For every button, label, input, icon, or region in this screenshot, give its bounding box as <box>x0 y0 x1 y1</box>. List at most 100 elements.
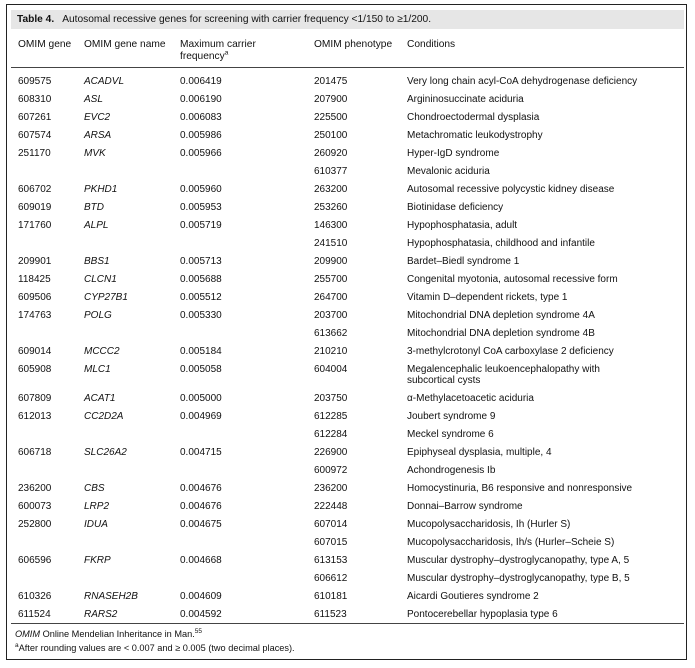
cell-condition: Muscular dystrophy–dystroglycanopathy, t… <box>407 555 630 566</box>
cell-max-frequency: 0.005953 <box>180 202 222 213</box>
cell-omim-gene: 607574 <box>18 130 52 141</box>
cell-max-frequency: 0.005688 <box>180 274 222 285</box>
cell-omim-phenotype: 207900 <box>314 94 348 105</box>
cell-omim-phenotype: 600972 <box>314 465 348 476</box>
cell-omim-phenotype: 241510 <box>314 238 348 249</box>
cell-max-frequency: 0.004668 <box>180 555 222 566</box>
cell-omim-phenotype: 222448 <box>314 501 348 512</box>
cell-gene-name: ACAT1 <box>84 393 116 404</box>
cell-omim-phenotype: 201475 <box>314 76 348 87</box>
cell-omim-gene: 606596 <box>18 555 52 566</box>
cell-omim-phenotype: 225500 <box>314 112 348 123</box>
cell-omim-phenotype: 209900 <box>314 256 348 267</box>
cell-omim-phenotype: 264700 <box>314 292 348 303</box>
cell-max-frequency: 0.005330 <box>180 310 222 321</box>
footnote-a-text: After rounding values are < 0.007 and ≥ … <box>18 643 295 653</box>
cell-omim-phenotype: 253260 <box>314 202 348 213</box>
cell-omim-gene: 606702 <box>18 184 52 195</box>
cell-gene-name: ACADVL <box>84 76 125 87</box>
cell-gene-name: CLCN1 <box>84 274 117 285</box>
cell-max-frequency: 0.004676 <box>180 483 222 494</box>
cell-condition: Mitochondrial DNA depletion syndrome 4B <box>407 328 595 339</box>
cell-max-frequency: 0.006190 <box>180 94 222 105</box>
cell-omim-gene: 606718 <box>18 447 52 458</box>
footnote-a: aAfter rounding values are < 0.007 and ≥… <box>15 642 295 654</box>
cell-condition: Chondroectodermal dysplasia <box>407 112 540 123</box>
cell-condition: Homocystinuria, B6 responsive and nonres… <box>407 483 633 494</box>
cell-omim-gene: 609019 <box>18 202 52 213</box>
cell-gene-name: RARS2 <box>84 609 118 620</box>
cell-condition: Hypophosphatasia, adult <box>407 220 518 231</box>
table-caption: Table 4. Autosomal recessive genes for sc… <box>11 10 684 29</box>
cell-condition: Donnai–Barrow syndrome <box>407 501 523 512</box>
cell-omim-phenotype: 255700 <box>314 274 348 285</box>
cell-omim-phenotype: 613153 <box>314 555 348 566</box>
cell-omim-gene: 118425 <box>18 274 51 285</box>
footnote-omim: OMIM Online Mendelian Inheritance in Man… <box>15 628 202 640</box>
cell-condition: Vitamin D–dependent rickets, type 1 <box>407 292 568 303</box>
cell-condition-continued: subcortical cysts <box>407 375 481 386</box>
footnote-omim-abbrev: OMIM <box>15 629 41 639</box>
cell-condition: Mitochondrial DNA depletion syndrome 4A <box>407 310 595 321</box>
cell-condition: Joubert syndrome 9 <box>407 411 496 422</box>
cell-omim-phenotype: 610377 <box>314 166 348 177</box>
cell-condition: Metachromatic leukodystrophy <box>407 130 543 141</box>
cell-omim-gene: 607261 <box>18 112 52 123</box>
cell-omim-gene: 608310 <box>18 94 52 105</box>
footer-divider <box>11 623 684 624</box>
cell-gene-name: MCCC2 <box>84 346 120 357</box>
cell-omim-phenotype: 611523 <box>314 609 347 620</box>
cell-max-frequency: 0.005184 <box>180 346 222 357</box>
cell-gene-name: BTD <box>84 202 104 213</box>
cell-condition: Meckel syndrome 6 <box>407 429 494 440</box>
header-max-frequency: Maximum carrier frequencya <box>180 39 256 63</box>
cell-max-frequency: 0.006083 <box>180 112 222 123</box>
cell-max-frequency: 0.005960 <box>180 184 222 195</box>
cell-gene-name: BBS1 <box>84 256 110 267</box>
cell-max-frequency: 0.004609 <box>180 591 222 602</box>
cell-omim-phenotype: 613662 <box>314 328 348 339</box>
cell-omim-gene: 600073 <box>18 501 52 512</box>
cell-condition: Biotinidase deficiency <box>407 202 504 213</box>
cell-omim-phenotype: 236200 <box>314 483 348 494</box>
table-label: Table 4. <box>17 14 55 25</box>
cell-omim-phenotype: 607014 <box>314 519 348 530</box>
cell-max-frequency: 0.004592 <box>180 609 222 620</box>
cell-gene-name: CC2D2A <box>84 411 124 422</box>
cell-omim-gene: 174763 <box>18 310 52 321</box>
cell-max-frequency: 0.005000 <box>180 393 222 404</box>
cell-gene-name: ALPL <box>84 220 109 231</box>
cell-omim-phenotype: 607015 <box>314 537 348 548</box>
cell-omim-gene: 251170 <box>18 148 51 159</box>
cell-omim-phenotype: 203700 <box>314 310 348 321</box>
cell-max-frequency: 0.005966 <box>180 148 222 159</box>
header-footnote-marker: a <box>224 49 229 57</box>
cell-condition: Mucopolysaccharidosis, Ih/s (Hurler–Sche… <box>407 537 615 548</box>
header-omim-gene: OMIM gene <box>18 39 72 50</box>
cell-max-frequency: 0.005058 <box>180 364 222 375</box>
header-conditions: Conditions <box>407 39 456 50</box>
cell-max-frequency: 0.005719 <box>180 220 222 231</box>
cell-gene-name: FKRP <box>84 555 111 566</box>
cell-gene-name: SLC26A2 <box>84 447 127 458</box>
cell-condition: Pontocerebellar hypoplasia type 6 <box>407 609 558 620</box>
cell-max-frequency: 0.005713 <box>180 256 222 267</box>
cell-gene-name: ARSA <box>84 130 112 141</box>
cell-condition: Very long chain acyl-CoA dehydrogenase d… <box>407 76 638 87</box>
cell-omim-phenotype: 203750 <box>314 393 348 404</box>
cell-omim-phenotype: 146300 <box>314 220 348 231</box>
cell-omim-phenotype: 612285 <box>314 411 348 422</box>
cell-condition: Hypophosphatasia, childhood and infantil… <box>407 238 595 249</box>
cell-omim-phenotype: 226900 <box>314 447 348 458</box>
cell-gene-name: ASL <box>84 94 103 105</box>
cell-omim-phenotype: 606612 <box>314 573 348 584</box>
cell-omim-phenotype: 260920 <box>314 148 348 159</box>
cell-condition: Hyper-IgD syndrome <box>407 148 500 159</box>
header-divider <box>11 67 684 68</box>
cell-max-frequency: 0.004715 <box>180 447 222 458</box>
cell-omim-gene: 609575 <box>18 76 52 87</box>
cell-condition: Epiphyseal dysplasia, multiple, 4 <box>407 447 552 458</box>
cell-omim-phenotype: 210210 <box>314 346 348 357</box>
cell-omim-gene: 612013 <box>18 411 52 422</box>
cell-condition: Bardet–Biedl syndrome 1 <box>407 256 520 267</box>
